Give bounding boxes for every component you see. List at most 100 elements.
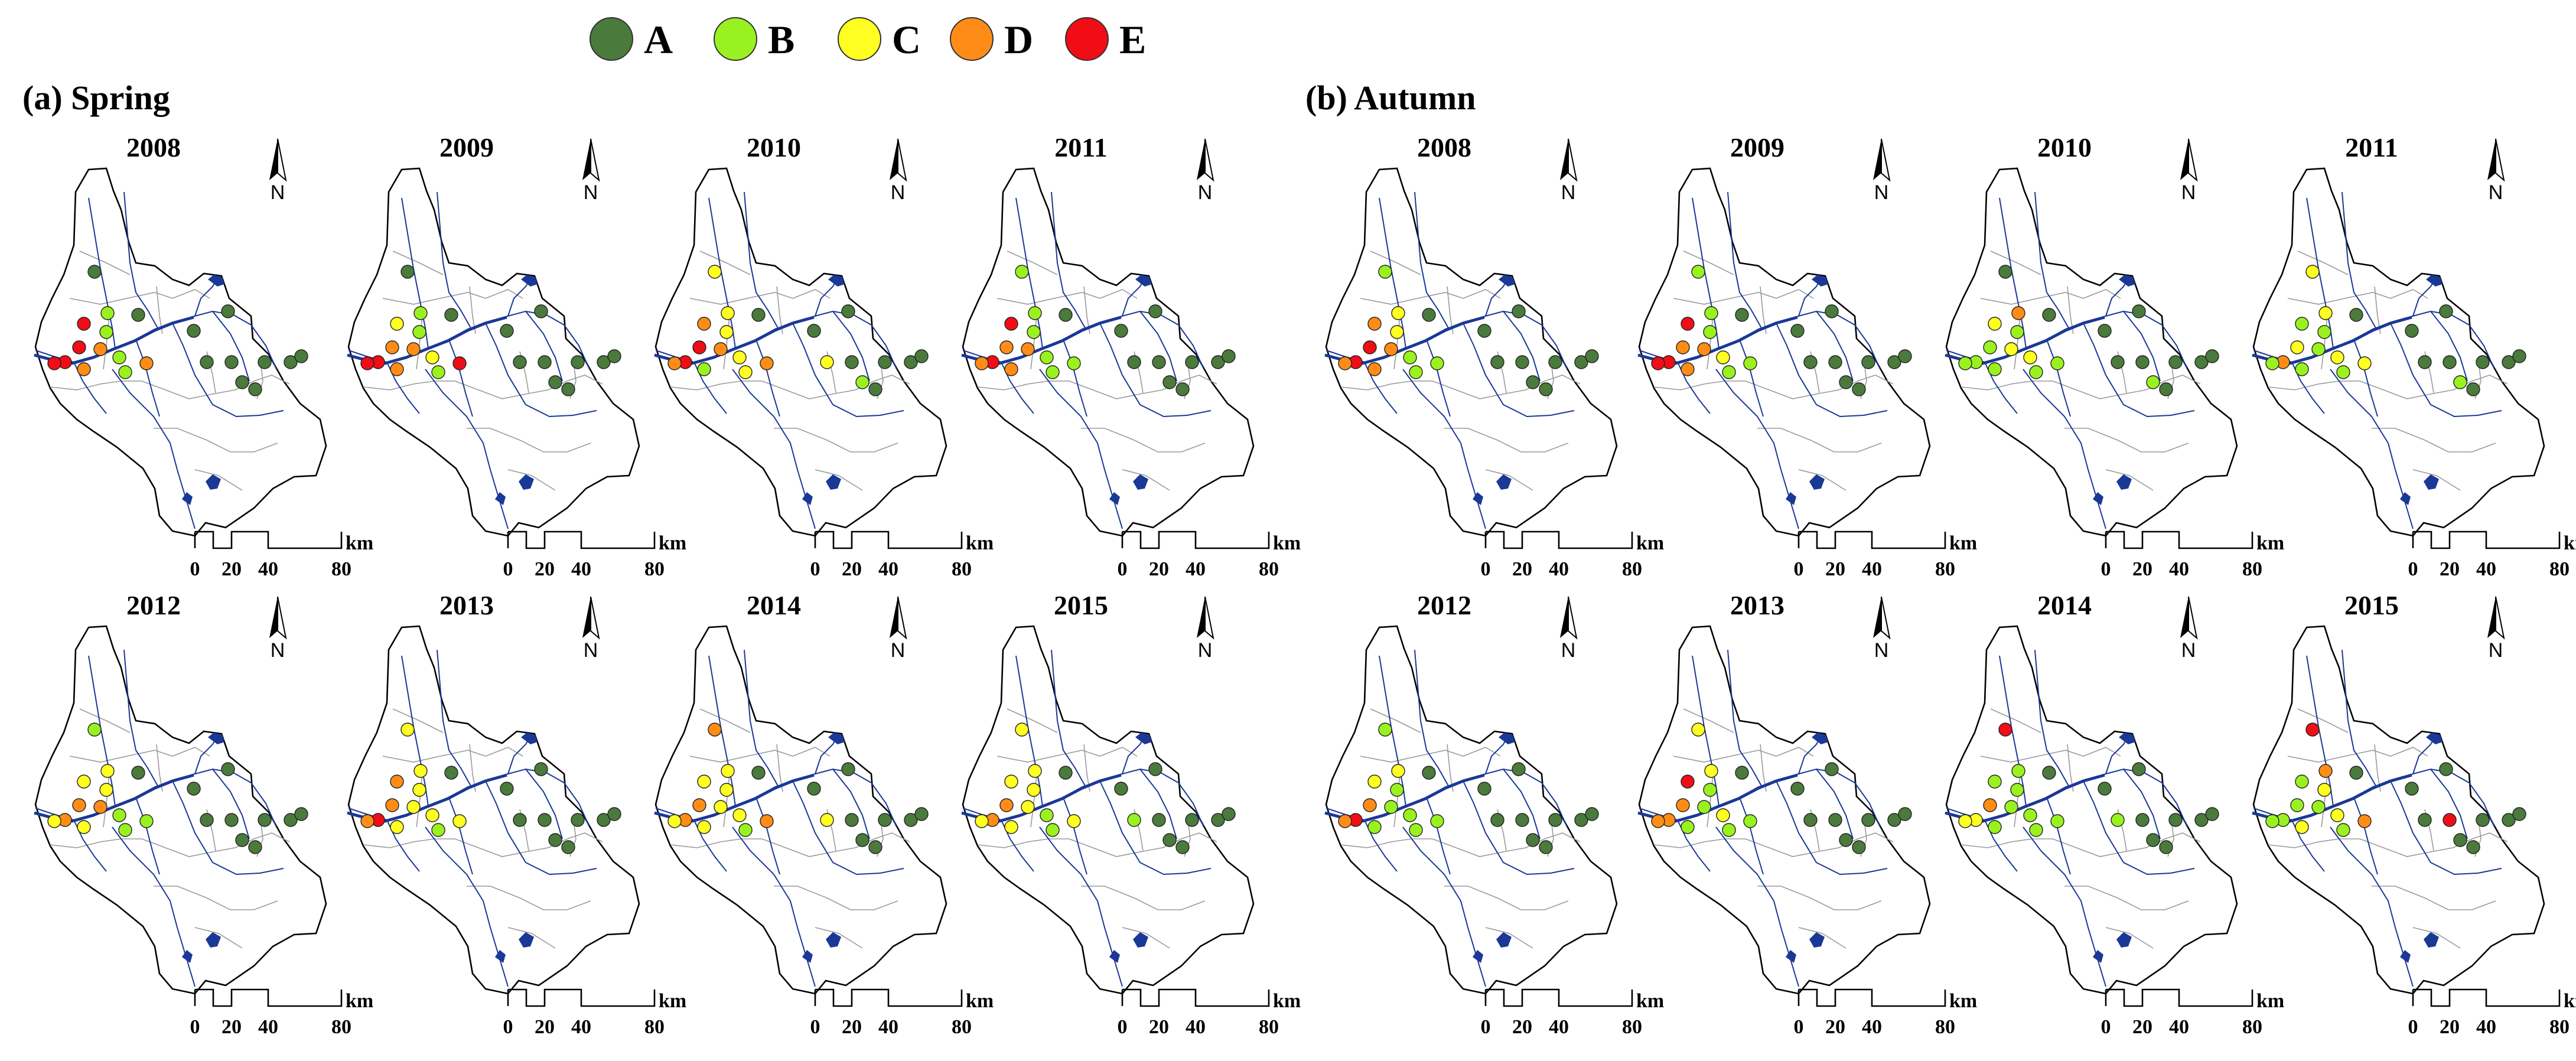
subbasin-boundary xyxy=(1370,708,1421,733)
station-2-grade-C xyxy=(1028,764,1042,778)
river-line xyxy=(2353,797,2378,875)
reservoir xyxy=(1496,932,1512,948)
scale-tick-label: 20 xyxy=(222,1016,242,1038)
map-autumn-2012: 2012 Nkm 0 20 40 80 xyxy=(1324,590,1664,1038)
river-line xyxy=(2083,780,2195,876)
subbasin-boundary xyxy=(1370,250,1421,275)
station-18-grade-A xyxy=(1861,355,1875,369)
scale-tick-label: 40 xyxy=(258,558,278,580)
station-8-grade-E xyxy=(360,356,374,370)
scale-tick-label: 40 xyxy=(1186,1016,1206,1038)
station-3-grade-E xyxy=(77,317,91,331)
station-9-grade-B xyxy=(1403,350,1417,364)
station-18-grade-A xyxy=(258,355,272,369)
station-19-grade-A xyxy=(597,813,611,827)
scale-tick-label: 40 xyxy=(258,1016,278,1038)
station-9-grade-C xyxy=(425,808,439,822)
station-5-grade-C xyxy=(2317,783,2331,797)
scale-tick-label: 40 xyxy=(1549,558,1569,580)
station-13-grade-A xyxy=(751,766,766,780)
station-4-grade-D xyxy=(1983,798,1997,812)
station-17-grade-A xyxy=(2443,355,2457,369)
station-4-grade-D xyxy=(999,340,1014,354)
station-9-grade-C xyxy=(1716,808,1730,822)
subbasin-boundary xyxy=(1360,750,1464,763)
station-12-grade-B xyxy=(139,814,154,828)
scale-bar: km 0 20 40 80 xyxy=(190,530,373,580)
reservoir xyxy=(1496,474,1512,490)
station-15-grade-A xyxy=(1825,762,1839,776)
station-11-grade-B xyxy=(1722,823,1736,837)
station-18-grade-A xyxy=(571,813,585,827)
station-18-grade-A xyxy=(2168,355,2183,369)
station-2-grade-B xyxy=(413,306,428,320)
station-2-grade-C xyxy=(721,306,735,320)
scale-unit: km xyxy=(1949,532,1977,554)
subbasin-boundary xyxy=(2064,886,2189,910)
station-11-grade-B xyxy=(738,823,753,837)
subbasin-boundary xyxy=(792,289,831,299)
station-3-grade-D xyxy=(390,774,404,789)
scale-tick-label: 40 xyxy=(571,558,591,580)
subbasin-boundary xyxy=(507,469,556,491)
station-13-grade-A xyxy=(1422,766,1436,780)
river-line xyxy=(172,780,284,876)
scale-tick-label: 40 xyxy=(2169,1016,2189,1038)
station-22-grade-A xyxy=(235,833,249,847)
scale-tick-label: 80 xyxy=(1259,1016,1279,1038)
map-year-label: 2015 xyxy=(2344,590,2399,620)
river-line xyxy=(437,191,472,330)
scale-tick-label: 40 xyxy=(878,558,898,580)
subbasin-boundary xyxy=(382,750,486,763)
scale-unit: km xyxy=(2564,532,2576,554)
station-11-grade-B xyxy=(118,365,132,379)
subbasin-boundary xyxy=(1683,250,1734,275)
river-line xyxy=(123,649,159,787)
station-18-grade-A xyxy=(258,813,272,827)
legend-item-b: B xyxy=(714,17,794,62)
station-9-grade-B xyxy=(1040,808,1054,822)
map-year-label: 2011 xyxy=(1054,132,1107,162)
station-14-grade-A xyxy=(807,324,821,338)
scale-tick-label: 20 xyxy=(535,1016,555,1038)
subbasin-boundary xyxy=(1757,428,1882,453)
legend-swatch-c xyxy=(838,17,881,61)
scale-tick-label: 0 xyxy=(2408,558,2418,580)
map-spring-2009: 2009 Nkm 0 20 40 80 xyxy=(347,132,686,580)
station-20-grade-A xyxy=(607,349,621,363)
station-11-grade-B xyxy=(1409,365,1423,379)
station-16-grade-A xyxy=(2418,813,2432,827)
station-10-grade-B xyxy=(1988,820,2002,834)
station-12-grade-B xyxy=(2050,356,2064,370)
station-6-grade-D xyxy=(406,342,421,356)
station-21-grade-A xyxy=(1175,840,1190,854)
river-line xyxy=(2144,772,2188,828)
subbasin-boundary xyxy=(507,927,556,949)
subbasin-boundary xyxy=(815,927,863,949)
river-line xyxy=(2430,311,2468,382)
subbasin-boundary xyxy=(363,380,455,390)
river-line xyxy=(1063,339,1087,417)
scale-unit: km xyxy=(966,990,994,1012)
station-14-grade-A xyxy=(807,782,821,796)
station-6-grade-C xyxy=(2004,342,2018,356)
river-line xyxy=(1739,339,1764,417)
station-6-grade-B xyxy=(1384,800,1398,814)
station-4-grade-D xyxy=(1676,340,1690,354)
north-arrow-icon: N xyxy=(269,138,287,204)
map-year-label: 2008 xyxy=(1417,132,1471,162)
map-spring-2013: 2013 Nkm 0 20 40 80 xyxy=(347,590,686,1038)
station-22-grade-A xyxy=(548,833,562,847)
scale-tick-label: 80 xyxy=(1622,1016,1642,1038)
scale-unit: km xyxy=(966,532,994,554)
subbasin-boundary xyxy=(1081,428,1206,453)
north-label: N xyxy=(1561,639,1576,662)
subbasin-boundary xyxy=(1340,838,1432,848)
river-line xyxy=(1139,769,1177,839)
river-line xyxy=(1414,649,1450,787)
river-line xyxy=(2451,314,2495,370)
reservoir xyxy=(1812,733,1828,744)
station-19-grade-A xyxy=(1211,813,1225,827)
reservoir xyxy=(1109,492,1120,505)
river-line xyxy=(1836,314,1881,370)
